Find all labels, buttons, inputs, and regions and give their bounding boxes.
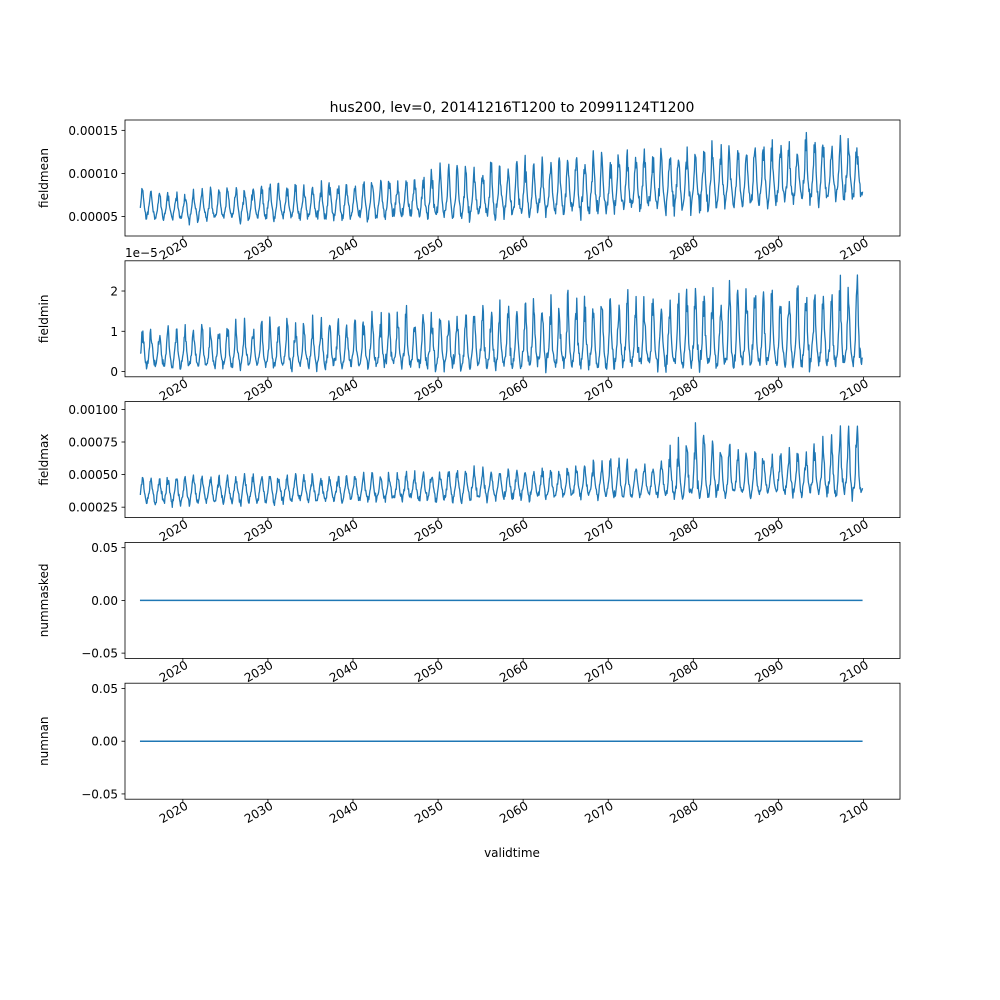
y-tick-label: 0.05 — [91, 541, 118, 555]
axes-frame — [124, 401, 901, 519]
x-tick-label: 2050 — [412, 658, 445, 685]
y-tick-label: −0.05 — [81, 647, 118, 661]
x-tick-label: 2060 — [497, 235, 530, 262]
x-tick-label: 2030 — [242, 799, 275, 826]
y-axis-label: fieldmean — [37, 148, 51, 208]
x-tick-label: 2070 — [582, 376, 615, 403]
x-tick-label: 2040 — [327, 235, 360, 262]
y-tick-label: 0.00010 — [68, 167, 118, 181]
y-tick-label: 1 — [110, 325, 118, 339]
y-tick-label: 0.00075 — [68, 436, 118, 450]
y-offset-text: 1e−5 — [125, 246, 158, 260]
x-tick-label: 2080 — [667, 799, 700, 826]
y-tick-label: 0.00015 — [68, 124, 118, 138]
subplot-nummasked: −0.05 0.00 0.05 nummasked 2020 2030 2040 2050 20… — [37, 541, 901, 685]
series-line-fieldmean — [139, 131, 864, 226]
x-tick-label: 2020 — [157, 658, 190, 685]
x-tick-label: 2020 — [157, 799, 190, 826]
x-tick-label: 2090 — [752, 235, 785, 262]
x-axis-label: validtime — [484, 846, 540, 860]
x-tick-label: 2040 — [327, 517, 360, 544]
x-tick-label: 2040 — [327, 658, 360, 685]
x-tick-label: 2060 — [497, 658, 530, 685]
x-tick-label: 2080 — [667, 517, 700, 544]
y-tick-label: 0.00 — [91, 735, 118, 749]
chart-title: hus200, lev=0, 20141216T1200 to 20991124… — [330, 100, 695, 116]
x-tick-label: 2050 — [412, 799, 445, 826]
x-tick-label: 2090 — [752, 658, 785, 685]
axes-background — [125, 120, 900, 236]
x-tick-label: 2030 — [242, 376, 275, 403]
y-tick-label: 0.00 — [91, 594, 118, 608]
x-tick-label: 2100 — [837, 235, 870, 262]
axes-frame — [124, 119, 901, 237]
x-tick-label: 2100 — [837, 799, 870, 826]
y-axis-label: fieldmax — [37, 434, 51, 486]
x-tick-label: 2030 — [242, 658, 275, 685]
subplot-fieldmax: 0.00025 0.00050 0.00075 0.00100 fieldmax 2020… — [37, 401, 901, 544]
y-tick-label: 0.00025 — [68, 501, 118, 515]
x-tick-label: 2040 — [327, 376, 360, 403]
y-axis-label: fieldmin — [37, 295, 51, 344]
x-tick-label: 2050 — [412, 235, 445, 262]
x-tick-label: 2050 — [412, 376, 445, 403]
x-tick-label: 2100 — [837, 658, 870, 685]
x-tick-label: 2090 — [752, 799, 785, 826]
x-tick-label: 2080 — [667, 235, 700, 262]
x-tick-label: 2060 — [497, 376, 530, 403]
x-tick-label: 2020 — [157, 517, 190, 544]
x-tick-label: 2100 — [837, 376, 870, 403]
y-tick-label: 2 — [110, 285, 118, 299]
y-tick-label: 0.00005 — [68, 210, 118, 224]
x-tick-label: 2070 — [582, 517, 615, 544]
x-tick-label: 2020 — [157, 376, 190, 403]
x-tick-label: 2080 — [667, 376, 700, 403]
x-tick-label: 2030 — [242, 235, 275, 262]
y-tick-label: 0.00100 — [68, 403, 118, 417]
subplot-numnan: −0.05 0.00 0.05 numnan 2020 2030 2040 2050 2060 2… — [37, 682, 901, 826]
y-tick-label: 0.00050 — [68, 468, 118, 482]
x-tick-label: 2040 — [327, 799, 360, 826]
x-tick-label: 2050 — [412, 517, 445, 544]
axes-frame — [124, 260, 901, 378]
y-axis-label: numnan — [37, 716, 51, 765]
y-tick-label: 0.05 — [91, 682, 118, 696]
x-tick-label: 2020 — [157, 235, 190, 262]
x-tick-label: 2060 — [497, 799, 530, 826]
x-tick-label: 2100 — [837, 517, 870, 544]
x-tick-label: 2080 — [667, 658, 700, 685]
x-tick-label: 2070 — [582, 658, 615, 685]
x-tick-label: 2060 — [497, 517, 530, 544]
series-line-fieldmin — [139, 274, 864, 374]
y-tick-label: 0 — [110, 365, 118, 379]
x-tick-label: 2090 — [752, 517, 785, 544]
subplot-fieldmean: 0.00005 0.00010 0.00015 fieldmean 2020 2030 20… — [37, 119, 901, 263]
y-axis-label: nummasked — [37, 564, 51, 638]
x-tick-label: 2030 — [242, 517, 275, 544]
series-line-fieldmax — [139, 422, 864, 509]
y-tick-label: −0.05 — [81, 787, 118, 801]
subplot-fieldmin: 0 1 2 1e−5 fieldmin 2020 2030 2040 2050 2060 2070 2… — [37, 246, 901, 404]
x-tick-label: 2070 — [582, 235, 615, 262]
x-tick-label: 2070 — [582, 799, 615, 826]
x-tick-label: 2090 — [752, 376, 785, 403]
